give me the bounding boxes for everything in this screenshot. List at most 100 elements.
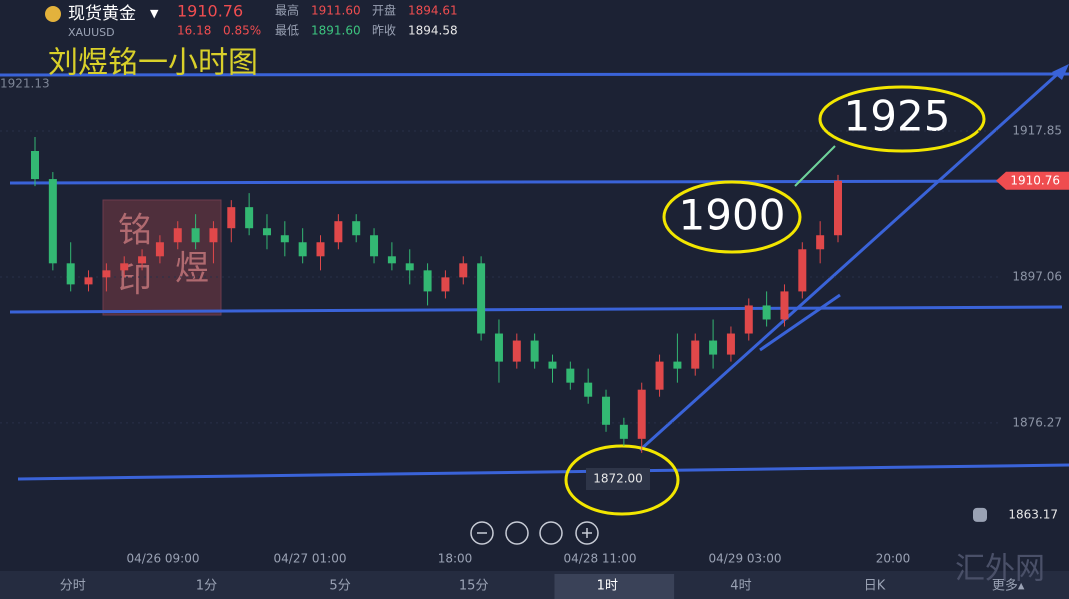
annotation: 1925 (844, 92, 951, 141)
candle-body (673, 361, 682, 369)
stamp-char: 铭 (118, 211, 152, 251)
candle-body (280, 235, 289, 243)
x-tick-label: 20:00 (876, 552, 911, 566)
candle-body (370, 235, 379, 257)
candle-body (762, 305, 771, 320)
dropdown-icon[interactable]: ▼ (150, 7, 159, 20)
tab[interactable]: 5分 (329, 579, 350, 594)
bell-icon[interactable] (973, 507, 987, 522)
stat-value: 1894.61 (408, 4, 458, 18)
x-tick-label: 04/27 01:00 (274, 552, 347, 566)
candle-body (245, 207, 254, 229)
zoom-in-button[interactable] (575, 521, 599, 545)
low-marker: 1872.00 (593, 472, 643, 486)
ellipse (818, 85, 986, 153)
stamp (102, 199, 222, 316)
candle-body (530, 340, 539, 362)
stat-value: 1894.58 (408, 24, 458, 38)
candle-body (138, 256, 147, 264)
candle-body (477, 263, 486, 334)
candle-body (84, 277, 93, 285)
candle-body (66, 263, 75, 285)
candle-body (405, 263, 414, 271)
y-tick-label: 1897.06 (1012, 269, 1062, 283)
arrow-head (1052, 64, 1069, 80)
y-tick-label: 1917.85 (1012, 123, 1062, 137)
price: 1910.76 (177, 2, 243, 21)
candle-body (31, 150, 39, 180)
stat-label: 最低 (275, 24, 299, 38)
candle-body (566, 368, 575, 383)
candle-body (619, 424, 628, 439)
left-label: 1921.13 (0, 77, 50, 91)
y-tick-label: 1876.27 (1012, 415, 1062, 429)
candle-body (744, 305, 753, 334)
tab[interactable]: 1时 (597, 579, 618, 594)
zoom-out-button[interactable] (470, 521, 494, 545)
last-price: 1910.76 (1010, 173, 1060, 187)
candle-body (494, 333, 503, 362)
candle-body (459, 263, 468, 278)
low-marker-box (586, 468, 650, 490)
candle-body (691, 340, 700, 369)
candle-body (798, 249, 807, 292)
candle-body (637, 389, 646, 439)
annotation: 1900 (679, 191, 786, 240)
tab[interactable]: 日K (864, 579, 886, 594)
instrument-name[interactable]: 现货黄金 (68, 4, 136, 24)
candle-body (227, 207, 236, 229)
overlay-title: 刘煜铭一小时图 (48, 46, 258, 81)
prev-button[interactable] (505, 521, 529, 545)
stat-value: 1891.60 (311, 24, 361, 38)
tab[interactable]: 分时 (60, 579, 86, 594)
tab[interactable]: 4时 (730, 579, 751, 594)
tab-bar (0, 571, 1069, 599)
candle-body (709, 340, 718, 355)
tab[interactable]: 更多▴ (992, 578, 1025, 594)
ellipse (564, 444, 680, 516)
candle-body (298, 242, 307, 257)
stat-value: 1911.60 (311, 4, 361, 18)
candle-body (120, 263, 129, 271)
stat-label: 昨收 (372, 24, 396, 38)
stamp-char: 煜 (175, 249, 209, 289)
bottom-price: 1863.17 (1008, 507, 1058, 521)
stat-label: 开盘 (372, 3, 396, 18)
next-button[interactable] (539, 521, 563, 545)
tab[interactable]: 1分 (196, 579, 217, 594)
gold-icon (45, 6, 61, 22)
candle-body (423, 270, 432, 292)
watermark: 汇外网 (955, 552, 1045, 587)
candle-body (548, 361, 557, 369)
ellipse (662, 180, 802, 254)
x-tick-label: 04/26 09:00 (127, 552, 200, 566)
symbol: XAUUSD (68, 26, 115, 39)
candle-body (387, 256, 396, 264)
candle-body (816, 235, 825, 250)
candle-body (352, 221, 361, 236)
candle-body (780, 291, 789, 320)
tab[interactable]: 15分 (459, 579, 489, 594)
candle-body (191, 228, 200, 243)
change-pct: 0.85% (223, 24, 261, 38)
candle-body (441, 277, 450, 292)
last-price-tag (996, 171, 1069, 190)
candle-body (334, 221, 343, 243)
candle-body (155, 242, 164, 257)
candle-body (173, 228, 182, 243)
trend-lines (0, 68, 1069, 481)
change: 16.18 (177, 24, 211, 38)
x-tick-label: 18:00 (438, 552, 473, 566)
candle-body (102, 270, 111, 278)
candle-body (262, 228, 271, 236)
candle-body (834, 180, 842, 236)
tab-selected[interactable] (554, 574, 675, 599)
candle-body (48, 179, 57, 264)
candle-body (584, 382, 593, 397)
double-arrow (794, 145, 836, 187)
candle-body (655, 361, 664, 390)
candle-body (602, 396, 611, 425)
candle-body (209, 228, 218, 243)
